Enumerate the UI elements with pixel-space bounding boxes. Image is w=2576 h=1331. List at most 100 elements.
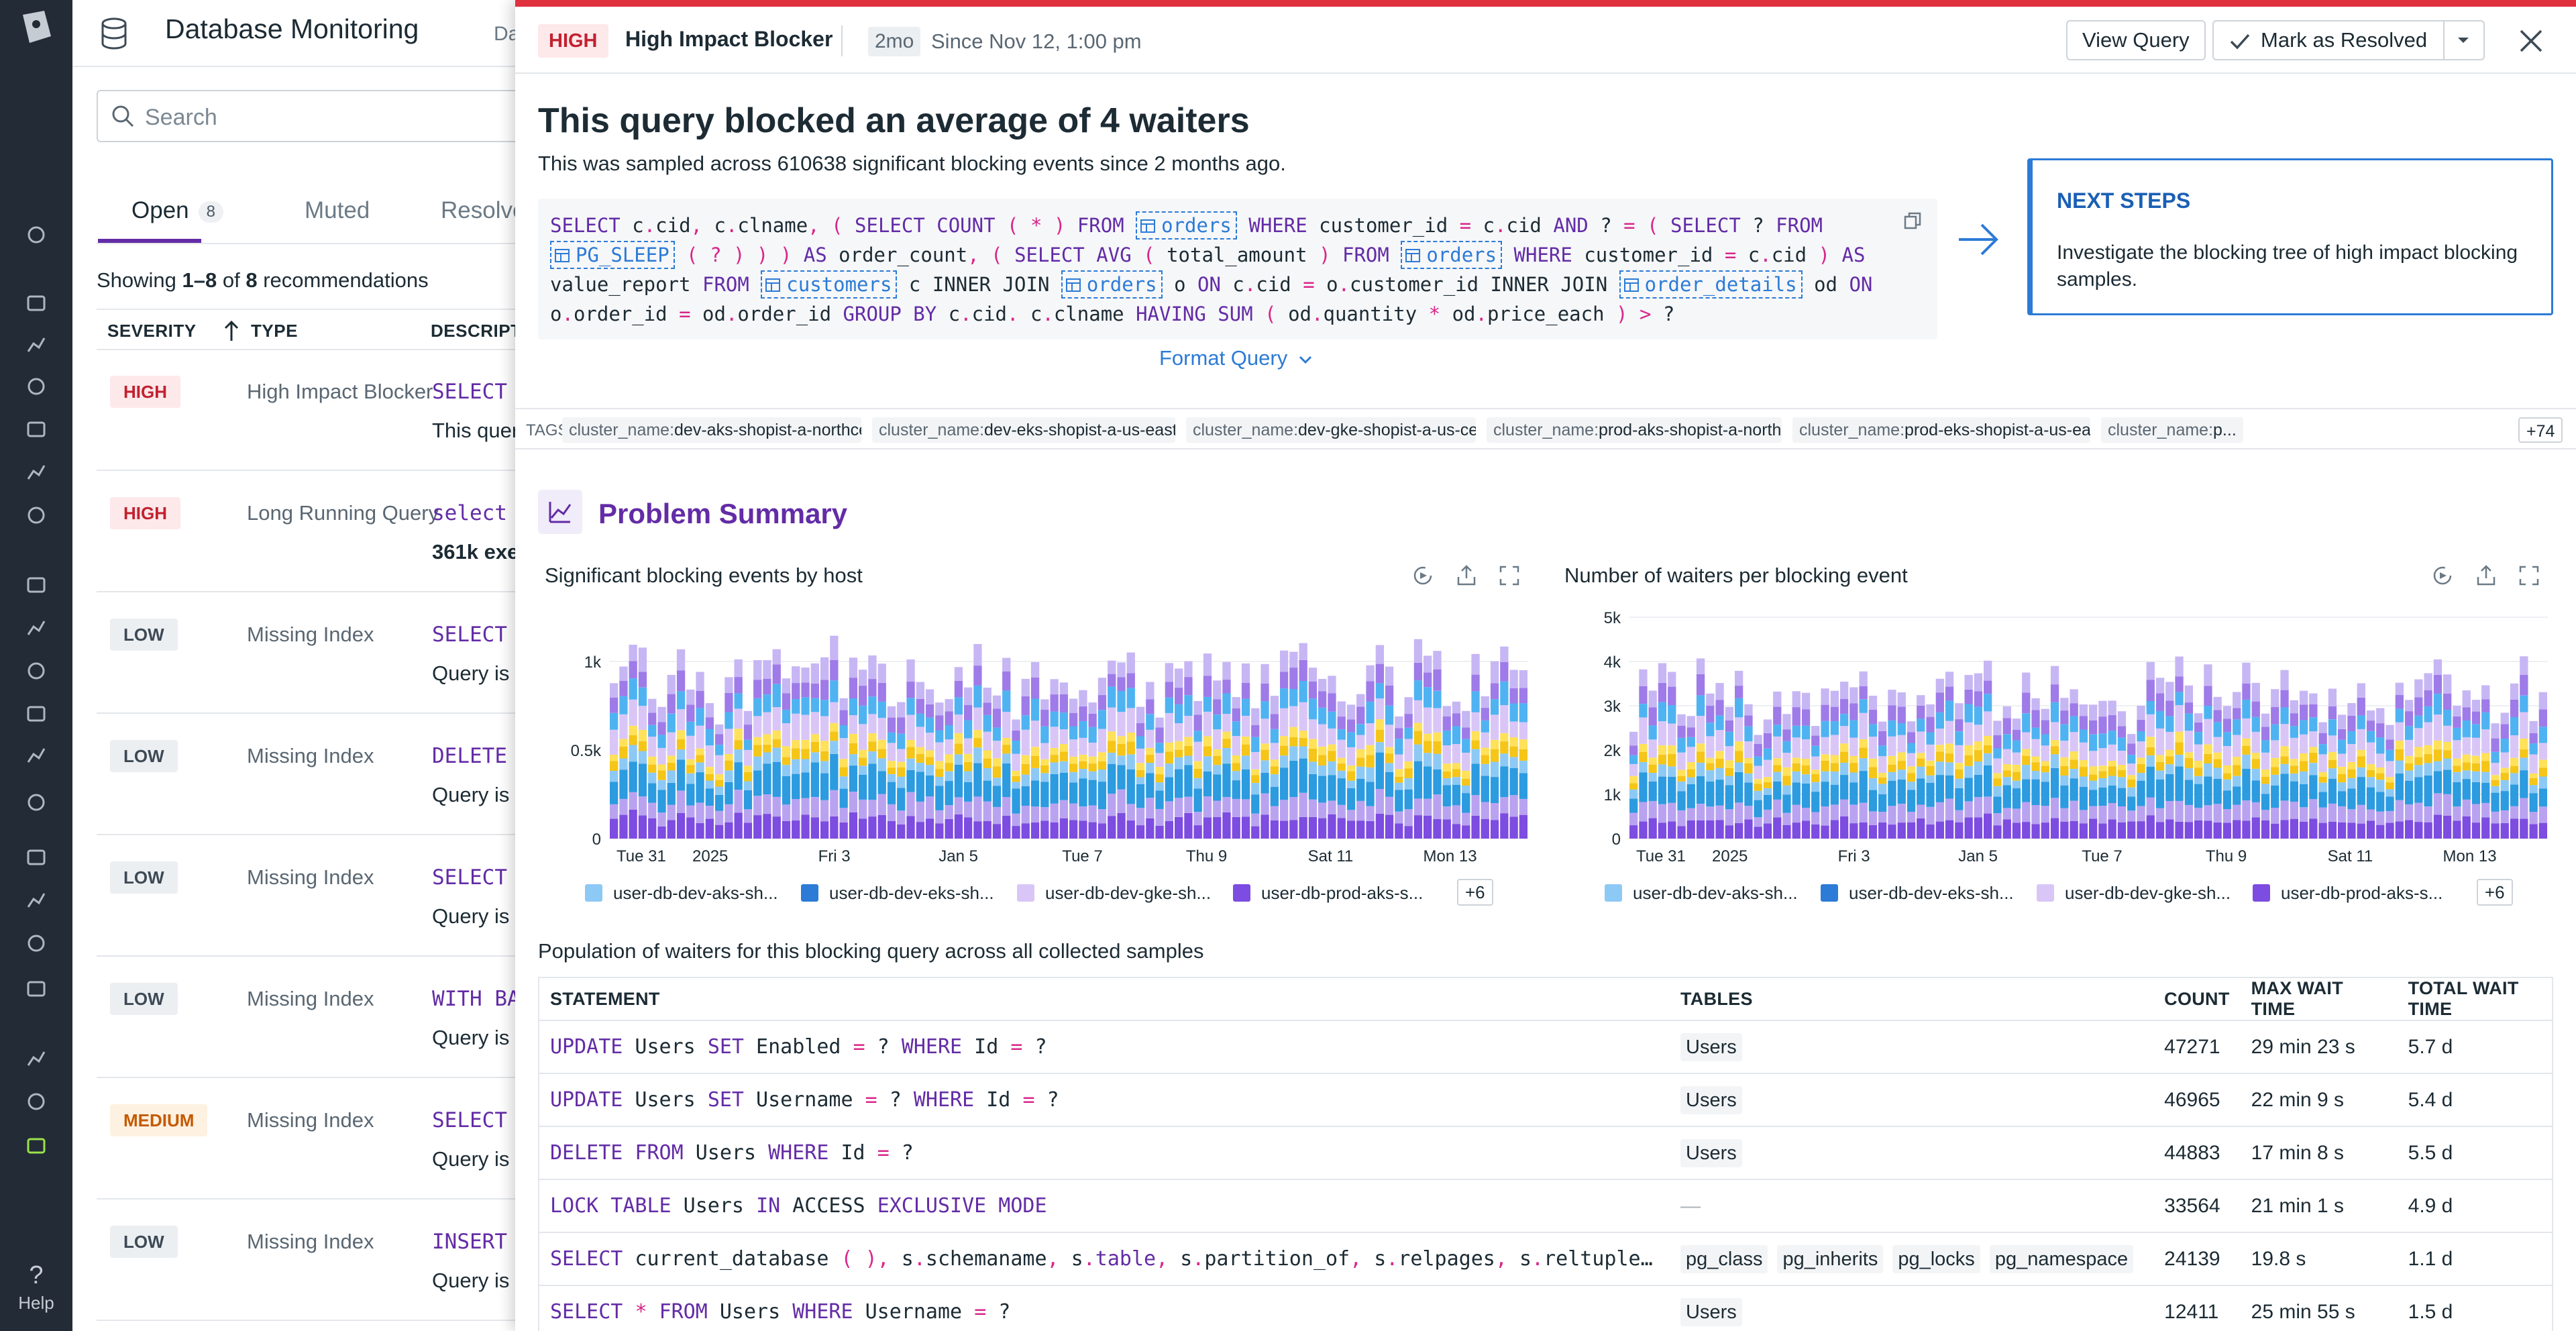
chart-bar-stack[interactable] — [964, 687, 973, 839]
tag-chip[interactable]: cluster_name:p... — [2101, 417, 2243, 443]
chart-bar-stack[interactable] — [1117, 662, 1126, 839]
copy-icon[interactable] — [1902, 211, 1923, 231]
chart-bar-stack[interactable] — [610, 683, 619, 839]
chart-bar-stack[interactable] — [2155, 678, 2165, 839]
chart-bar-stack[interactable] — [983, 688, 991, 839]
table-chip[interactable]: pg_namespace — [1989, 1244, 2134, 1273]
table-row[interactable]: DELETE FROM Users WHERE Id = ? Users 44883… — [539, 1126, 2553, 1180]
chart-bar-stack[interactable] — [705, 703, 714, 839]
chart-bar-stack[interactable] — [925, 689, 934, 839]
legend-more-button[interactable]: +6 — [1457, 879, 1493, 906]
table-row[interactable]: LOW Missing Index SELECT Query is — [97, 836, 593, 957]
tag-chip[interactable]: cluster_name:dev-aks-shopist-a-northcent… — [562, 417, 861, 443]
chart-bar-stack[interactable] — [1782, 714, 1791, 839]
metrics-icon[interactable] — [23, 657, 50, 684]
chart-bar-stack[interactable] — [1821, 688, 1829, 839]
chart-bar-stack[interactable] — [830, 635, 839, 839]
chart-bar-stack[interactable] — [782, 678, 791, 839]
column-severity[interactable]: SEVERITY — [107, 321, 197, 341]
fullscreen-icon[interactable] — [1497, 564, 1521, 588]
chart-bar-stack[interactable] — [1155, 717, 1164, 839]
chart-bar-stack[interactable] — [1801, 692, 1811, 839]
chart-bar-stack[interactable] — [2146, 661, 2155, 839]
table-chip[interactable]: pg_class — [1680, 1244, 1768, 1273]
chart-bar-stack[interactable] — [1108, 660, 1116, 839]
chart-bar-stack[interactable] — [2050, 666, 2059, 839]
column-total-wait-time[interactable]: TOTAL WAIT TIME — [2397, 977, 2553, 1021]
chart-bar-stack[interactable] — [868, 655, 877, 839]
chart-bar-stack[interactable] — [877, 663, 886, 839]
chart-bar-stack[interactable] — [1203, 653, 1212, 839]
chart-bar-stack[interactable] — [1232, 697, 1240, 839]
table-row[interactable]: LOW Missing Index INSERT Query is — [97, 1200, 593, 1321]
chart-bar-stack[interactable] — [1404, 697, 1413, 839]
apm-icon[interactable] — [23, 459, 50, 486]
chart-bar-stack[interactable] — [753, 660, 762, 839]
extensions-icon[interactable] — [23, 975, 50, 1002]
chart-bar-stack[interactable] — [839, 698, 848, 839]
security-icon[interactable] — [23, 416, 50, 443]
chart-bar-stack[interactable] — [676, 649, 686, 839]
chart-bar-stack[interactable] — [992, 695, 1002, 839]
chart-bar-stack[interactable] — [2366, 710, 2375, 839]
chart-bar-stack[interactable] — [1366, 665, 1375, 839]
chart-bar-stack[interactable] — [1193, 701, 1202, 839]
chart-bar-stack[interactable] — [2242, 662, 2251, 839]
table-link[interactable]: orders — [1401, 241, 1503, 269]
chart-bar-stack[interactable] — [772, 649, 781, 839]
table-link[interactable]: orders — [1061, 270, 1163, 299]
legend-item[interactable]: user-db-dev-eks-sh... — [801, 883, 994, 904]
chart-bar-stack[interactable] — [2194, 713, 2203, 839]
chart-bar-stack[interactable] — [2538, 692, 2547, 839]
column-max-wait-time[interactable]: MAX WAIT TIME — [2240, 977, 2398, 1021]
column-tables[interactable]: TABLES — [1670, 977, 2154, 1021]
chart-bar-stack[interactable] — [1964, 675, 1973, 839]
chart-bar-stack[interactable] — [2510, 683, 2519, 839]
chart-bar-stack[interactable] — [1462, 710, 1470, 839]
chart-bar-stack[interactable] — [1639, 669, 1648, 839]
chart-bar-stack[interactable] — [1452, 701, 1461, 839]
chart-bar-stack[interactable] — [2443, 674, 2452, 839]
chart-bar-stack[interactable] — [1346, 704, 1356, 839]
chart-bar-stack[interactable] — [1050, 679, 1059, 839]
table-row[interactable]: UPDATE Users SET Username = ? WHERE Id =… — [539, 1073, 2553, 1127]
chart-bar-stack[interactable] — [1878, 721, 1887, 839]
chart-bar-stack[interactable] — [2137, 705, 2145, 839]
chart-bar-stack[interactable] — [1433, 651, 1442, 839]
chart-bar-stack[interactable] — [2031, 698, 2040, 839]
tag-chip[interactable]: cluster_name:dev-gke-shopist-a-us-centra… — [1186, 417, 1476, 443]
chart-bar-stack[interactable] — [1648, 690, 1657, 839]
chart-bar-stack[interactable] — [1270, 696, 1279, 839]
chart-bar-stack[interactable] — [1337, 701, 1346, 839]
chart-bar-stack[interactable] — [2520, 656, 2528, 839]
notebooks-icon[interactable] — [23, 930, 50, 957]
tab-muted[interactable]: Muted — [305, 197, 370, 223]
chart-bar-stack[interactable] — [887, 706, 896, 839]
chart-bar-stack[interactable] — [2395, 682, 2404, 839]
chart-bar-stack[interactable] — [1097, 678, 1107, 839]
format-query-toggle[interactable]: Format Query — [1159, 346, 1313, 370]
chart-bar-stack[interactable] — [763, 660, 771, 839]
chart-bar-stack[interactable] — [2261, 713, 2270, 839]
chart-bar-stack[interactable] — [1136, 706, 1145, 839]
pipelines-icon[interactable] — [23, 502, 50, 529]
legend-item[interactable]: user-db-prod-aks-s... — [1233, 883, 1423, 904]
chart-bar-stack[interactable] — [1222, 661, 1231, 839]
chart-bar-stack[interactable] — [1289, 651, 1298, 839]
legend-item[interactable]: user-db-dev-aks-sh... — [585, 883, 778, 904]
chart-bar-stack[interactable] — [1519, 670, 1527, 839]
chart-bar-stack[interactable] — [2213, 696, 2222, 839]
share-icon[interactable] — [1454, 564, 1479, 588]
chart-bar-stack[interactable] — [638, 647, 647, 839]
tab-open[interactable]: Open 8 — [131, 197, 223, 224]
chart-bar-stack[interactable] — [2500, 712, 2509, 839]
chart-bar-stack[interactable] — [1069, 698, 1078, 839]
mark-resolved-button[interactable]: Mark as Resolved — [2212, 20, 2485, 60]
chart-bar-stack[interactable] — [1849, 687, 1858, 839]
chart-bar-stack[interactable] — [1907, 721, 1916, 839]
chart-bar-stack[interactable] — [2060, 698, 2069, 839]
chart-bar-stack[interactable] — [648, 698, 657, 839]
chart-bar-stack[interactable] — [1658, 663, 1667, 839]
table-row[interactable]: LOCK TABLE Users IN ACCESS EXCLUSIVE MOD… — [539, 1179, 2553, 1233]
chart-bar-stack[interactable] — [2414, 679, 2423, 839]
